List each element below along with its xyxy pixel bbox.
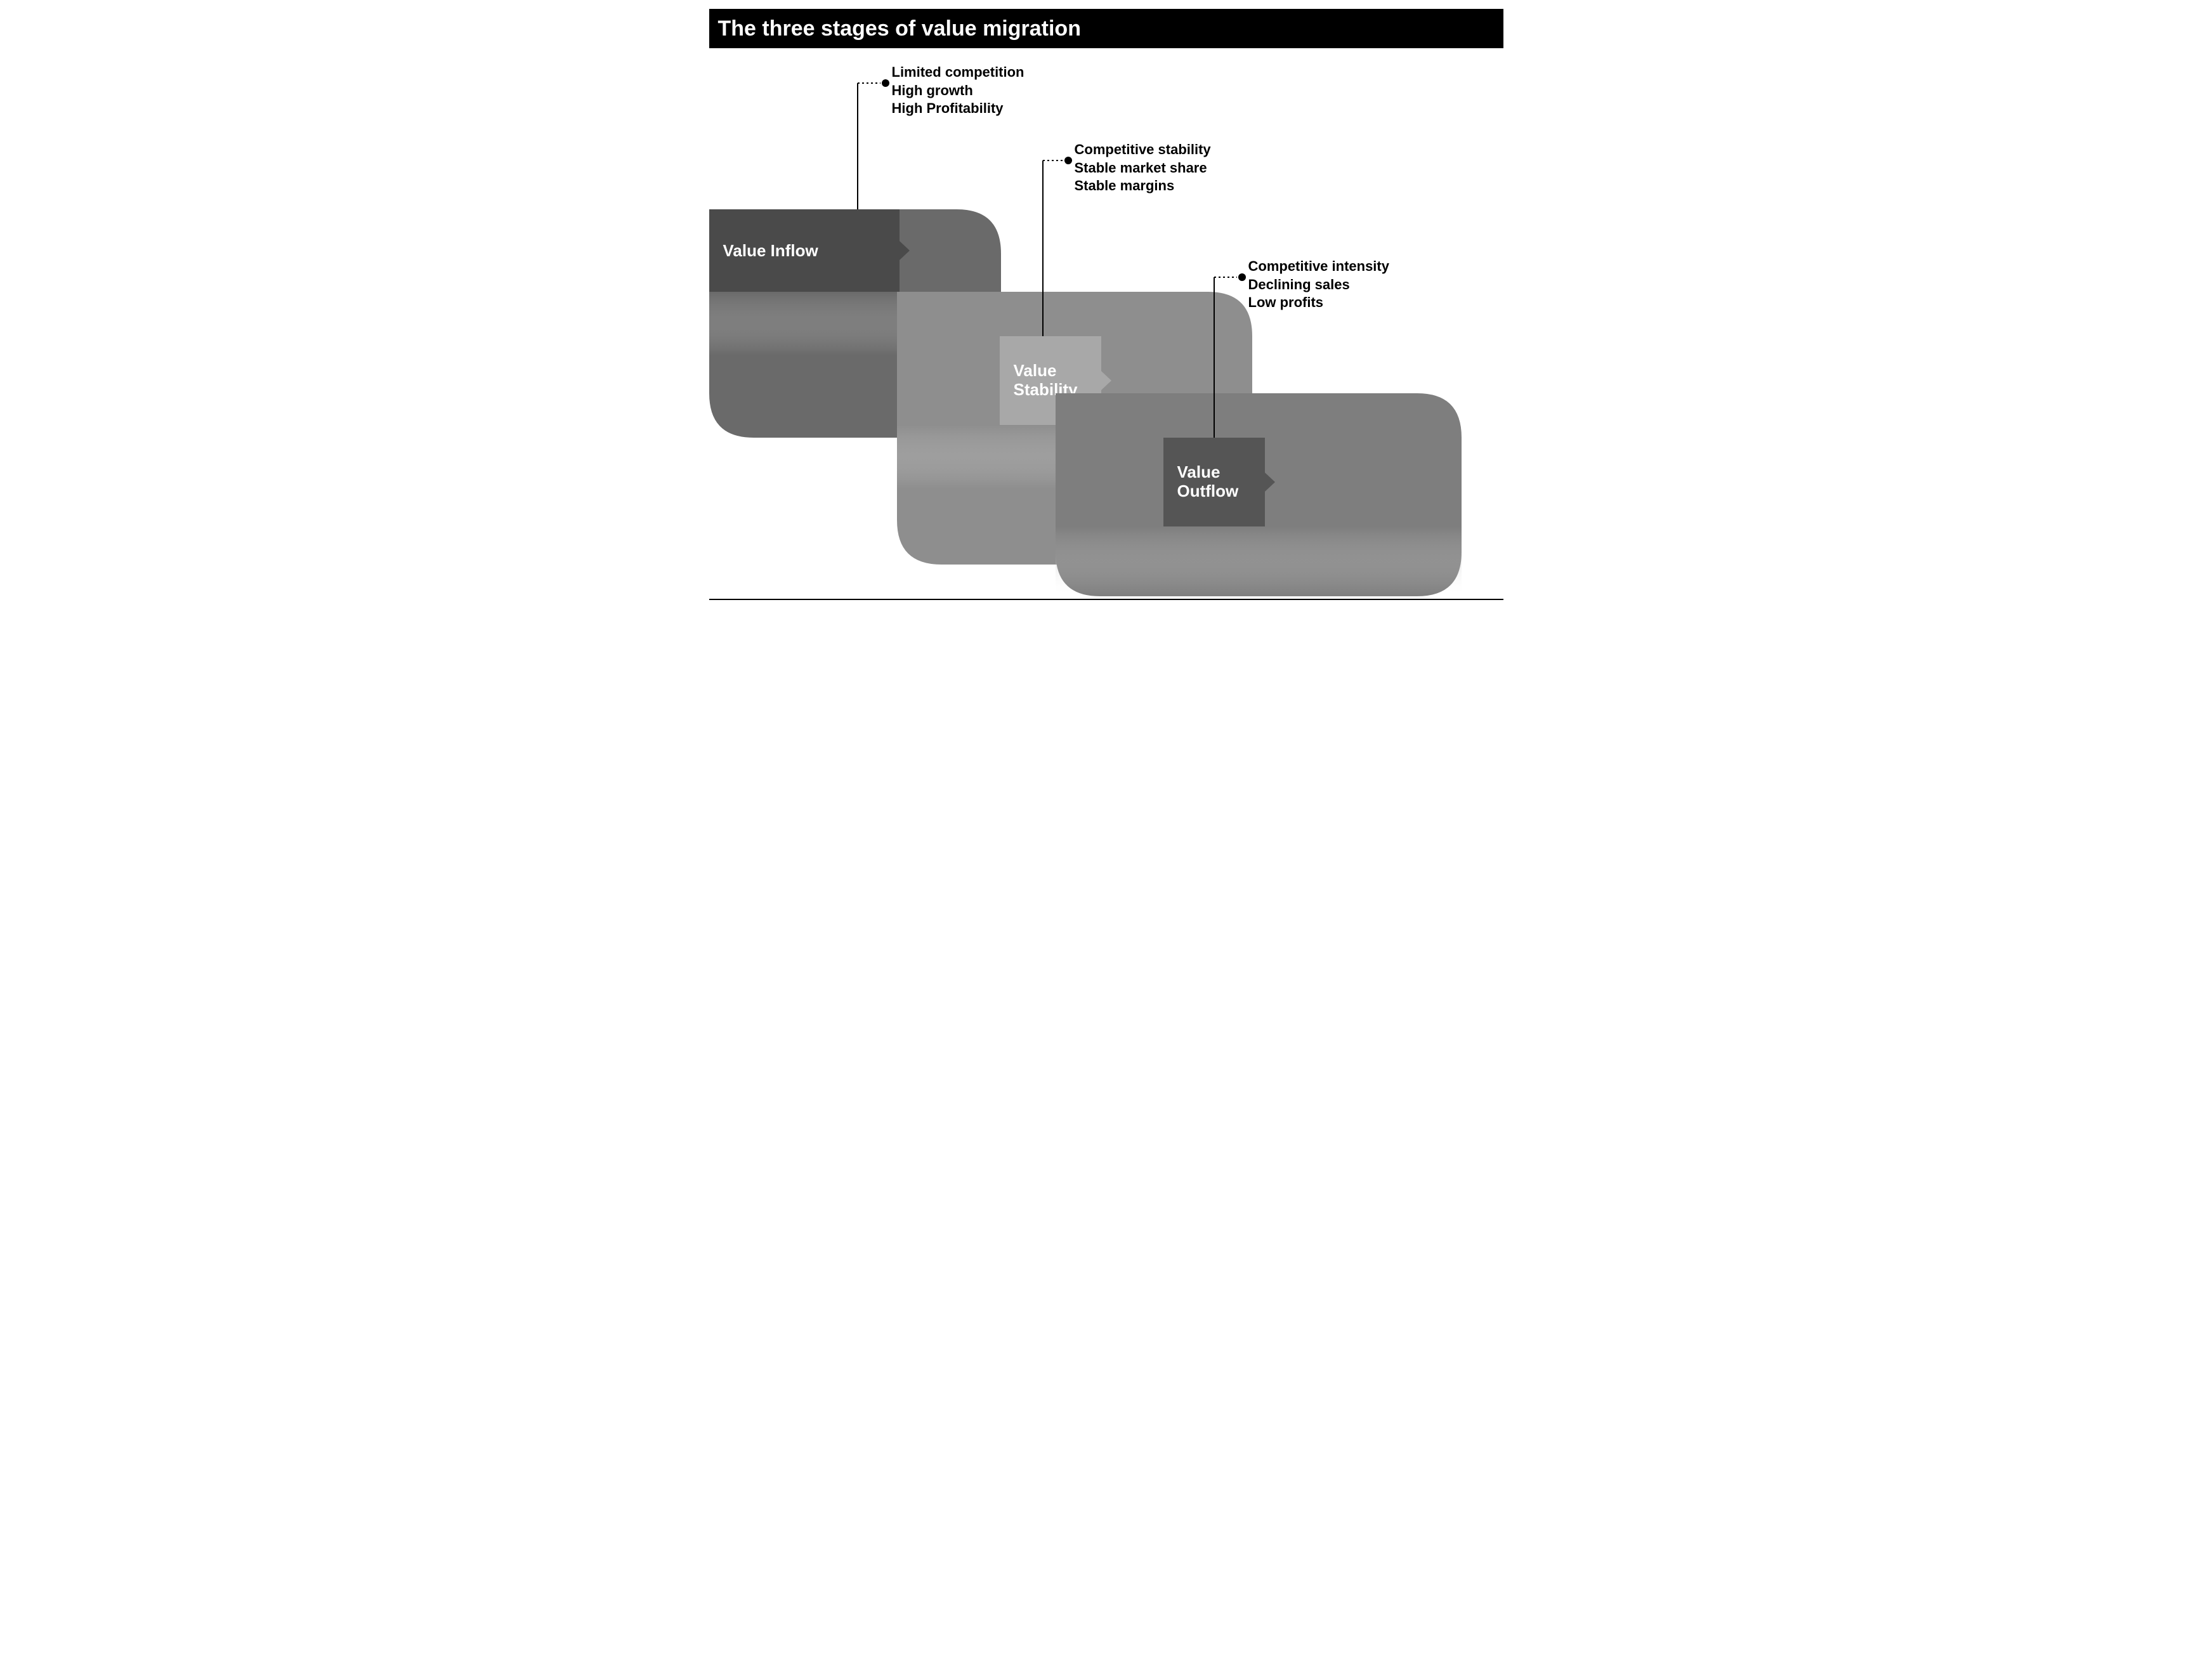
stage-3-callout: Competitive intensity Declining sales Lo…: [1248, 258, 1389, 312]
bottom-rule: [709, 599, 1503, 600]
stage-1-label-text: Value Inflow: [723, 241, 818, 261]
stage-1-callout: Limited competition High growth High Pro…: [892, 63, 1024, 118]
stage-3-label: Value Outflow: [1163, 438, 1265, 526]
stage-1-label: Value Inflow: [709, 209, 900, 292]
stage-3-label-text: Value Outflow: [1177, 463, 1239, 501]
stage-2-callout: Competitive stability Stable market shar…: [1075, 141, 1211, 195]
stage-3: Value Outflow: [1056, 393, 1462, 596]
page-title: The three stages of value migration: [718, 16, 1081, 41]
title-bar: The three stages of value migration: [709, 9, 1503, 48]
chevron-right-icon: [900, 241, 910, 260]
chevron-right-icon: [1101, 371, 1111, 390]
chevron-right-icon: [1265, 473, 1275, 492]
diagram-canvas: The three stages of value migration Valu…: [700, 0, 1512, 609]
